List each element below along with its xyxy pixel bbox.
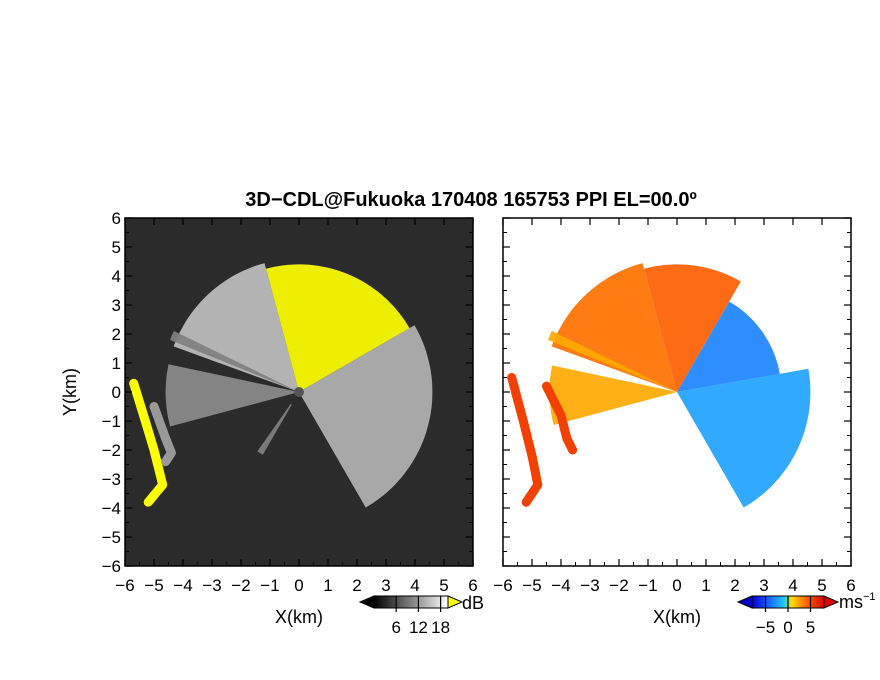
reflectivity-y-tick-label: −2 — [102, 441, 121, 460]
velocity-x-tick-label: 3 — [759, 576, 768, 595]
reflectivity-echo-sector — [266, 264, 410, 392]
velocity-echo-sector — [644, 264, 741, 392]
velocity-x-tick-label: 1 — [701, 576, 710, 595]
reflectivity-x-tick-label: 5 — [439, 576, 448, 595]
velocity-x-tick-label: −3 — [580, 576, 599, 595]
reflectivity-y-tick-label: 2 — [112, 325, 121, 344]
reflectivity-x-tick-label: 2 — [352, 576, 361, 595]
reflectivity-x-axis-label: X(km) — [275, 607, 323, 627]
radar-site-marker — [294, 387, 304, 397]
velocity-x-tick-label: −6 — [493, 576, 512, 595]
velocity-colorbar-ticks: −5 0 5 — [756, 596, 815, 637]
reflectivity-colorbar-tick-label: 12 — [409, 618, 428, 637]
reflectivity-colorbar-tick-label: 18 — [431, 618, 450, 637]
velocity-echo-strip — [542, 381, 578, 455]
reflectivity-colorbar-tick-label: 6 — [391, 618, 400, 637]
velocity-x-tick-label: 6 — [846, 576, 855, 595]
velocity-colorbar-unit-exponent: −1 — [863, 591, 876, 603]
reflectivity-x-tick-label: 0 — [294, 576, 303, 595]
reflectivity-x-tick-label: −1 — [260, 576, 279, 595]
figure-title: 3D−CDL@Fukuoka 170408 165753 PPI EL=00.0… — [245, 189, 697, 211]
velocity-x-tick-label: 0 — [672, 576, 681, 595]
reflectivity-x-tick-label: 4 — [410, 576, 419, 595]
reflectivity-colorbar-ticks: 6 12 18 — [391, 596, 450, 637]
velocity-x-tick-label: 5 — [817, 576, 826, 595]
velocity-x-tick-label: 2 — [730, 576, 739, 595]
reflectivity-x-tick-label: 3 — [381, 576, 390, 595]
reflectivity-y-tick-label: 3 — [112, 296, 121, 315]
velocity-echo-sector — [677, 368, 811, 508]
velocity-x-tick-label: −2 — [609, 576, 628, 595]
reflectivity-echo-sector — [169, 331, 299, 392]
velocity-colorbar-over-arrow — [823, 595, 840, 609]
reflectivity-y-tick-label: 4 — [112, 267, 121, 286]
reflectivity-y-axis-label: Y(km) — [60, 368, 80, 416]
velocity-colorbar: −5 0 5 ms−1 — [736, 591, 876, 637]
reflectivity-colorbar-under-arrow — [358, 595, 375, 609]
reflectivity-y-tick-label: 0 — [112, 383, 121, 402]
velocity-colorbar-unit-base: ms — [839, 592, 863, 612]
reflectivity-y-tick-label: −3 — [102, 470, 121, 489]
reflectivity-y-tick-label: −5 — [102, 528, 121, 547]
reflectivity-y-tick-label: 5 — [112, 238, 121, 257]
velocity-colorbar-tick-label: −5 — [756, 618, 775, 637]
velocity-echo-sector — [677, 301, 780, 392]
reflectivity-echo-sector — [257, 403, 292, 455]
reflectivity-x-tick-label: −3 — [202, 576, 221, 595]
velocity-axes: −6 −5 −4 −3 −2 −1 0 1 2 3 4 5 6 — [493, 217, 856, 595]
reflectivity-y-tick-label: −6 — [102, 557, 121, 576]
reflectivity-echo-sector — [173, 263, 299, 392]
velocity-echo-strip — [507, 373, 543, 507]
velocity-x-tick-label: 4 — [788, 576, 797, 595]
reflectivity-colorbar-over-arrow — [447, 595, 464, 609]
velocity-x-tick-label: −1 — [638, 576, 657, 595]
velocity-echo-sector — [547, 331, 677, 392]
reflectivity-axes: −6−6 −5 −5 −4 −4 −3 −3 −2 −2 −1 −1 0 0 1 1 2 2 3 3 4 4 5 5 6 6 — [102, 209, 478, 595]
reflectivity-colorbar-bar — [373, 595, 449, 609]
reflectivity-x-tick-label: −5 — [144, 576, 163, 595]
panel-reflectivity: −6−6 −5 −5 −4 −4 −3 −3 −2 −2 −1 −1 0 0 1 1 2 2 3 3 4 4 5 5 6 6 X… — [60, 209, 478, 627]
reflectivity-y-tick-label: 1 — [112, 354, 121, 373]
reflectivity-x-tick-label: 1 — [323, 576, 332, 595]
reflectivity-y-tick-label: −1 — [102, 412, 121, 431]
velocity-echoes — [507, 263, 811, 508]
velocity-colorbar-tick-label: 0 — [783, 618, 792, 637]
velocity-x-tick-label: −4 — [551, 576, 570, 595]
velocity-colorbar-under-arrow — [736, 595, 753, 609]
reflectivity-colorbar: 6 12 18 dB — [358, 593, 484, 637]
reflectivity-echo-sector — [165, 364, 299, 427]
reflectivity-echo-sector — [299, 325, 433, 508]
reflectivity-echo-strip — [149, 402, 176, 467]
reflectivity-x-tick-label: −6 — [115, 576, 134, 595]
reflectivity-x-tick-label: −2 — [231, 576, 250, 595]
velocity-echo-sector — [549, 365, 677, 425]
reflectivity-x-tick-label: −4 — [173, 576, 192, 595]
reflectivity-x-tick-label: 6 — [468, 576, 477, 595]
reflectivity-y-tick-label: −4 — [102, 499, 121, 518]
velocity-colorbar-tick-label: 5 — [806, 618, 815, 637]
panel-doppler-velocity: −6 −5 −4 −3 −2 −1 0 1 2 3 4 5 6 X(km) — [493, 217, 856, 627]
velocity-x-axis-label: X(km) — [653, 607, 701, 627]
velocity-x-tick-label: −5 — [522, 576, 541, 595]
reflectivity-y-tick-label: 6 — [112, 209, 121, 228]
velocity-colorbar-unit: ms−1 — [839, 591, 876, 612]
velocity-echo-sector — [551, 263, 677, 392]
reflectivity-echoes — [129, 263, 433, 508]
reflectivity-echo-strip — [129, 378, 168, 507]
reflectivity-colorbar-unit: dB — [462, 593, 484, 613]
